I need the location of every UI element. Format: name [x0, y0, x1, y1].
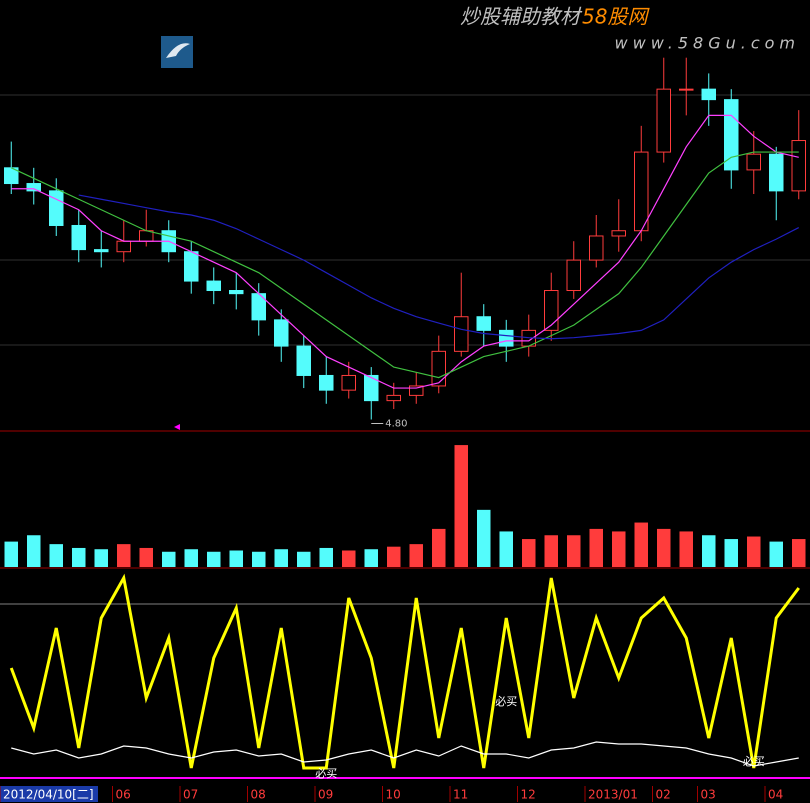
volume-bar	[432, 528, 446, 567]
candle-body	[769, 153, 784, 192]
volume-bar	[229, 550, 243, 567]
candle-body	[386, 394, 401, 402]
volume-bar	[634, 522, 648, 567]
volume-bar	[364, 549, 378, 567]
candle-body	[364, 374, 379, 402]
volume-bar	[792, 539, 806, 567]
series-line	[10, 151, 799, 379]
x-tick-label: 02	[656, 788, 671, 802]
candle-body	[296, 345, 311, 376]
volume-bar	[162, 551, 176, 567]
candle-body	[71, 224, 86, 251]
candle-body	[544, 290, 559, 331]
signal-label: 必买	[495, 695, 517, 708]
volume-bar	[769, 541, 783, 567]
volume-bar	[724, 539, 738, 567]
volume-bar	[72, 547, 86, 567]
volume-bar	[589, 528, 603, 567]
candle-body	[746, 153, 761, 171]
x-tick-label: 2013/01	[588, 788, 638, 802]
candle-body	[184, 251, 199, 282]
volume-bar	[252, 551, 266, 567]
watermark-brand: 58股网	[582, 5, 650, 29]
candle-body	[206, 280, 221, 292]
volume-bar	[27, 535, 41, 567]
signal-label: 必买	[315, 767, 337, 780]
series-line	[9, 573, 800, 770]
series-line	[11, 741, 799, 767]
logo-bird	[166, 43, 190, 58]
x-axis-highlight	[0, 786, 98, 802]
volume-bar	[117, 544, 131, 567]
volume-bar	[184, 549, 198, 567]
x-tick-label: 11	[453, 788, 468, 802]
volume-bar	[747, 536, 761, 567]
candle-body	[49, 190, 64, 226]
x-tick-label: 03	[701, 788, 716, 802]
volume-bar	[679, 531, 693, 567]
x-tick-label: 07	[183, 788, 198, 802]
x-tick-label: 04	[768, 788, 783, 802]
candle-body	[26, 183, 41, 192]
candle-body	[611, 230, 626, 237]
candle-body	[454, 316, 469, 352]
x-tick-label: 12	[521, 788, 536, 802]
candle-body	[319, 374, 334, 391]
candle-body	[566, 259, 581, 292]
volume-bar	[409, 544, 423, 567]
volume-bar	[522, 539, 536, 567]
x-tick-label: 09	[318, 788, 333, 802]
candle-body	[116, 240, 131, 253]
volume-bar	[657, 528, 671, 567]
volume-bar	[49, 544, 63, 567]
volume-bar	[702, 535, 716, 567]
volume-bar	[477, 509, 491, 567]
volume-bar	[207, 551, 221, 567]
volume-bar	[274, 549, 288, 567]
candle-body	[409, 385, 424, 396]
candle-body	[274, 319, 289, 347]
candle-body	[791, 140, 806, 192]
signal-label: 必买	[743, 755, 765, 768]
watermark-title: 炒股辅助教材	[460, 5, 583, 29]
candle-body	[679, 88, 694, 91]
x-axis	[0, 785, 810, 803]
series-line	[78, 194, 800, 340]
x-tick-label: 06	[116, 788, 131, 802]
volume-bar	[342, 550, 356, 567]
volume-bar	[319, 547, 333, 567]
volume-bar	[454, 445, 468, 567]
candle-body	[589, 235, 604, 261]
volume-bar	[297, 551, 311, 567]
volume-bar	[4, 541, 18, 567]
watermark-url: www.58Gu.com	[615, 34, 800, 53]
x-tick-label: 2012/04/10[二]	[3, 788, 94, 802]
x-tick-label: 08	[251, 788, 266, 802]
series-line	[11, 114, 799, 389]
candle-body	[701, 88, 716, 101]
candle-body	[476, 316, 491, 331]
annotation-label: 4.80	[385, 419, 407, 430]
marker	[174, 424, 180, 430]
candle-body	[634, 151, 649, 232]
candle-body	[341, 374, 356, 391]
candle-body	[656, 88, 671, 153]
candle-body	[499, 329, 514, 347]
candle-body	[229, 290, 244, 295]
x-tick-label: 10	[386, 788, 401, 802]
candle-body	[724, 99, 739, 171]
candle-body	[431, 350, 446, 387]
volume-bar	[567, 535, 581, 567]
volume-bar	[612, 531, 626, 567]
volume-bar	[139, 547, 153, 567]
volume-bar	[94, 549, 108, 567]
volume-bar	[544, 535, 558, 567]
candle-body	[94, 249, 109, 253]
volume-bar	[499, 531, 513, 567]
volume-bar	[387, 546, 401, 567]
